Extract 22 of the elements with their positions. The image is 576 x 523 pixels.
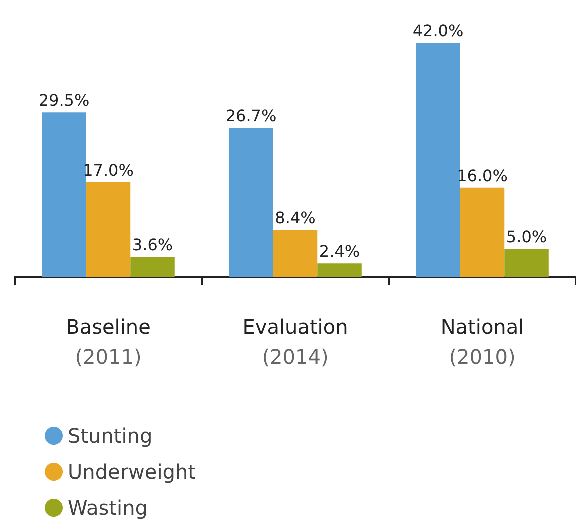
legend-label: Wasting [68, 496, 148, 520]
data-label: 42.0% [412, 22, 464, 40]
data-label: 5.0% [506, 228, 548, 247]
bar [460, 188, 505, 277]
legend-label: Stunting [68, 424, 153, 448]
bar [318, 264, 362, 277]
bar [86, 182, 131, 277]
x-tick-label: Baseline (2011) [66, 315, 151, 369]
bar [504, 249, 549, 277]
data-label: 3.6% [132, 235, 174, 254]
bar [130, 256, 175, 277]
bar [416, 43, 460, 277]
data-label: 8.4% [275, 208, 316, 228]
data-label: 2.4% [319, 242, 360, 262]
data-label: 26.7% [226, 106, 277, 126]
data-label: 29.5% [38, 91, 90, 110]
x-tick-label: Evaluation (2014) [242, 315, 348, 369]
x-tick-label: National (2010) [440, 315, 524, 369]
bar [229, 128, 274, 277]
bar [273, 230, 318, 277]
legend-label: Underweight [68, 460, 196, 484]
bar [42, 112, 86, 277]
